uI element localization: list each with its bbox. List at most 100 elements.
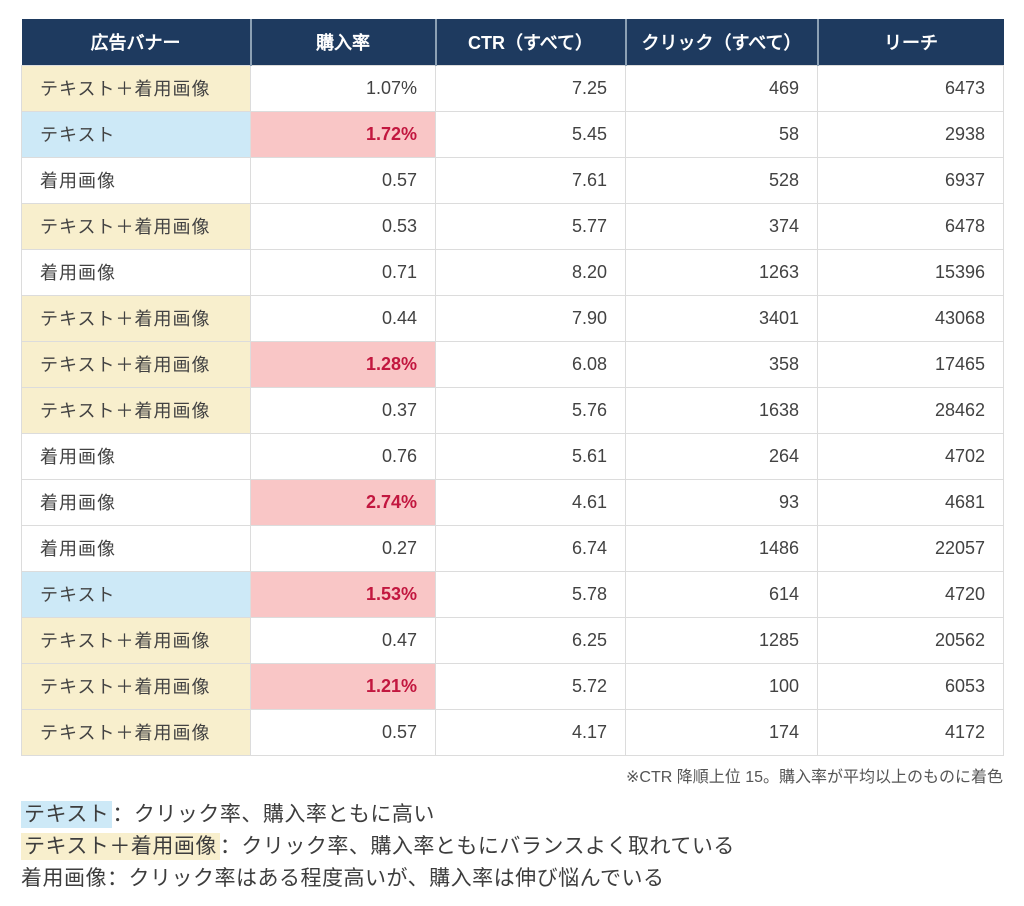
cell-ad-banner: テキスト＋着用画像 bbox=[21, 708, 251, 756]
cell-reach: 6478 bbox=[817, 202, 1004, 250]
cell-ctr: 6.74 bbox=[435, 524, 626, 572]
cell-reach: 6473 bbox=[817, 64, 1004, 112]
cell-clicks: 1263 bbox=[625, 248, 818, 296]
legend-term-text: テキスト bbox=[21, 800, 113, 828]
legend-desc-image: ：クリック率はある程度高いが、購入率は伸び悩んでいる bbox=[107, 866, 665, 890]
cell-clicks: 528 bbox=[625, 156, 818, 204]
cell-ctr: 5.78 bbox=[435, 570, 626, 618]
cell-ad-banner: テキスト＋着用画像 bbox=[21, 340, 251, 388]
cell-clicks: 1486 bbox=[625, 524, 818, 572]
cell-ctr: 7.90 bbox=[435, 294, 626, 342]
cell-purchase-rate: 1.72% bbox=[250, 110, 436, 158]
table-row: テキスト＋着用画像 1.21% 5.72 100 6053 bbox=[21, 662, 1004, 710]
cell-purchase-rate: 0.47 bbox=[250, 616, 436, 664]
cell-purchase-rate: 0.76 bbox=[250, 432, 436, 480]
cell-ctr: 5.76 bbox=[435, 386, 626, 434]
cell-ad-banner: 着用画像 bbox=[21, 248, 251, 296]
cell-clicks: 100 bbox=[625, 662, 818, 710]
table-footnote: ※CTR 降順上位 15。購入率が平均以上のものに着色 bbox=[626, 768, 1003, 786]
legend-line-text: テキスト ：クリック率、購入率ともに高い bbox=[21, 799, 1004, 831]
cell-ctr: 5.77 bbox=[435, 202, 626, 250]
cell-ctr: 4.61 bbox=[435, 478, 626, 526]
table-row: 着用画像 0.71 8.20 1263 15396 bbox=[21, 248, 1004, 296]
cell-purchase-rate: 0.53 bbox=[250, 202, 436, 250]
cell-ctr: 6.08 bbox=[435, 340, 626, 388]
table-row: テキスト 1.53% 5.78 614 4720 bbox=[21, 570, 1004, 618]
cell-reach: 22057 bbox=[817, 524, 1004, 572]
cell-purchase-rate: 1.21% bbox=[250, 662, 436, 710]
cell-reach: 15396 bbox=[817, 248, 1004, 296]
cell-ctr: 5.61 bbox=[435, 432, 626, 480]
cell-purchase-rate: 1.07% bbox=[250, 64, 436, 112]
cell-clicks: 174 bbox=[625, 708, 818, 756]
cell-ad-banner: テキスト bbox=[21, 110, 251, 158]
cell-ad-banner: テキスト＋着用画像 bbox=[21, 202, 251, 250]
cell-purchase-rate: 2.74% bbox=[250, 478, 436, 526]
cell-reach: 6937 bbox=[817, 156, 1004, 204]
table-row: テキスト 1.72% 5.45 58 2938 bbox=[21, 110, 1004, 158]
cell-reach: 17465 bbox=[817, 340, 1004, 388]
cell-purchase-rate: 1.28% bbox=[250, 340, 436, 388]
cell-ctr: 5.45 bbox=[435, 110, 626, 158]
cell-ad-banner: テキスト＋着用画像 bbox=[21, 662, 251, 710]
cell-ad-banner: テキスト＋着用画像 bbox=[21, 294, 251, 342]
ad-banner-performance-table: 広告バナー 購入率 CTR（すべて） クリック（すべて） リーチ テキスト＋着用… bbox=[21, 19, 1004, 756]
cell-clicks: 1638 bbox=[625, 386, 818, 434]
table-header-row: 広告バナー 購入率 CTR（すべて） クリック（すべて） リーチ bbox=[21, 19, 1004, 65]
cell-reach: 6053 bbox=[817, 662, 1004, 710]
cell-ctr: 7.61 bbox=[435, 156, 626, 204]
cell-reach: 4702 bbox=[817, 432, 1004, 480]
cell-ad-banner: 着用画像 bbox=[21, 432, 251, 480]
column-header-ad-banner: 広告バナー bbox=[21, 19, 251, 65]
cell-clicks: 58 bbox=[625, 110, 818, 158]
cell-ad-banner: テキスト＋着用画像 bbox=[21, 64, 251, 112]
cell-clicks: 1285 bbox=[625, 616, 818, 664]
cell-reach: 4720 bbox=[817, 570, 1004, 618]
table-row: テキスト＋着用画像 0.47 6.25 1285 20562 bbox=[21, 616, 1004, 664]
cell-reach: 2938 bbox=[817, 110, 1004, 158]
table-row: テキスト＋着用画像 1.28% 6.08 358 17465 bbox=[21, 340, 1004, 388]
table-row: テキスト＋着用画像 0.44 7.90 3401 43068 bbox=[21, 294, 1004, 342]
cell-ad-banner: テキスト＋着用画像 bbox=[21, 616, 251, 664]
table-body: テキスト＋着用画像 1.07% 7.25 469 6473 テキスト 1.72% 5.45 58… bbox=[21, 64, 1004, 756]
column-header-ctr-all: CTR（すべて） bbox=[434, 19, 626, 65]
table-row: テキスト＋着用画像 0.53 5.77 374 6478 bbox=[21, 202, 1004, 250]
cell-clicks: 93 bbox=[625, 478, 818, 526]
table-row: 着用画像 0.27 6.74 1486 22057 bbox=[21, 524, 1004, 572]
table-row: テキスト＋着用画像 0.37 5.76 1638 28462 bbox=[21, 386, 1004, 434]
cell-clicks: 3401 bbox=[625, 294, 818, 342]
table-row: 着用画像 2.74% 4.61 93 4681 bbox=[21, 478, 1004, 526]
table-row: 着用画像 0.57 7.61 528 6937 bbox=[21, 156, 1004, 204]
cell-ad-banner: 着用画像 bbox=[21, 478, 251, 526]
cell-ad-banner: 着用画像 bbox=[21, 156, 251, 204]
column-header-purchase-rate: 購入率 bbox=[249, 19, 436, 65]
cell-ctr: 4.17 bbox=[435, 708, 626, 756]
legend-desc-text: ：クリック率、購入率ともに高い bbox=[112, 802, 435, 826]
cell-ad-banner: テキスト＋着用画像 bbox=[21, 386, 251, 434]
cell-ctr: 6.25 bbox=[435, 616, 626, 664]
legend: テキスト ：クリック率、購入率ともに高い テキスト＋着用画像 ：クリック率、購入率と… bbox=[21, 799, 1004, 895]
cell-clicks: 374 bbox=[625, 202, 818, 250]
cell-clicks: 469 bbox=[625, 64, 818, 112]
cell-reach: 28462 bbox=[817, 386, 1004, 434]
legend-term-image: 着用画像 bbox=[21, 866, 107, 890]
cell-purchase-rate: 0.44 bbox=[250, 294, 436, 342]
cell-purchase-rate: 0.71 bbox=[250, 248, 436, 296]
cell-reach: 4172 bbox=[817, 708, 1004, 756]
column-header-reach: リーチ bbox=[816, 19, 1004, 65]
cell-clicks: 614 bbox=[625, 570, 818, 618]
cell-reach: 43068 bbox=[817, 294, 1004, 342]
legend-line-text-image: テキスト＋着用画像 ：クリック率、購入率ともにバランスよく取れている bbox=[21, 831, 1004, 863]
cell-purchase-rate: 0.37 bbox=[250, 386, 436, 434]
cell-ad-banner: テキスト bbox=[21, 570, 251, 618]
cell-reach: 20562 bbox=[817, 616, 1004, 664]
legend-term-text-image: テキスト＋着用画像 bbox=[21, 832, 220, 860]
cell-purchase-rate: 0.57 bbox=[250, 156, 436, 204]
cell-clicks: 264 bbox=[625, 432, 818, 480]
table-row: テキスト＋着用画像 1.07% 7.25 469 6473 bbox=[21, 64, 1004, 112]
cell-reach: 4681 bbox=[817, 478, 1004, 526]
cell-ctr: 8.20 bbox=[435, 248, 626, 296]
legend-line-image: 着用画像：クリック率はある程度高いが、購入率は伸び悩んでいる bbox=[21, 863, 1004, 895]
table-row: テキスト＋着用画像 0.57 4.17 174 4172 bbox=[21, 708, 1004, 756]
